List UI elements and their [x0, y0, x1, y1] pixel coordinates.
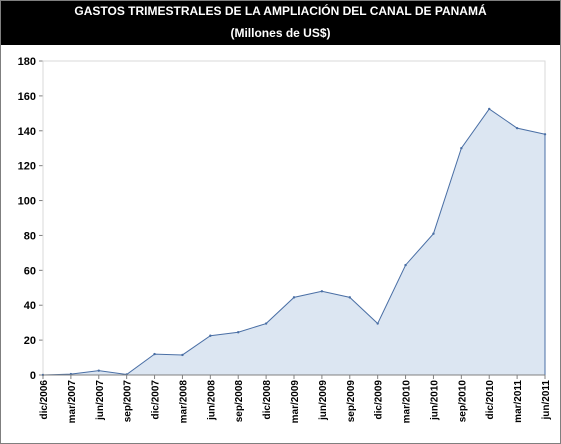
- y-tick-label: 0: [30, 370, 36, 382]
- y-tick-label: 60: [24, 265, 36, 277]
- x-tick-label: mar/2007: [67, 380, 78, 424]
- y-tick-label: 100: [18, 196, 36, 208]
- y-tick-label: 120: [18, 161, 36, 173]
- data-point: [543, 133, 547, 136]
- x-tick-label: mar/2008: [178, 380, 189, 424]
- data-point: [292, 296, 296, 299]
- data-point: [460, 147, 463, 150]
- x-tick-label: dic/2006: [39, 380, 50, 420]
- x-tick-label: sep/2010: [457, 380, 468, 423]
- chart-subtitle: (Millones de US$): [230, 26, 331, 40]
- data-point: [488, 107, 491, 111]
- y-tick-label: 40: [24, 300, 36, 312]
- x-tick-label: dic/2009: [374, 380, 385, 420]
- x-tick-label: jun/2009: [318, 380, 329, 421]
- x-tick-label: dic/2007: [151, 380, 162, 420]
- data-point: [515, 126, 519, 130]
- x-tick-label: dic/2010: [485, 380, 496, 420]
- data-point: [348, 296, 351, 299]
- x-tick-label: dic/2008: [262, 380, 273, 420]
- data-point: [432, 232, 435, 235]
- y-tick-label: 20: [24, 335, 36, 347]
- data-point: [209, 334, 212, 337]
- data-point: [237, 331, 240, 334]
- x-tick-label: sep/2009: [346, 380, 357, 423]
- x-tick-label: jun/2010: [429, 380, 440, 421]
- data-point: [97, 369, 100, 372]
- y-tick-label: 140: [18, 126, 36, 138]
- title-band: GASTOS TRIMESTRALES DE LA AMPLIACIÓN DEL…: [1, 1, 560, 45]
- x-tick-label: mar/2009: [290, 380, 301, 424]
- y-tick-label: 80: [24, 230, 36, 242]
- data-point: [376, 322, 379, 325]
- y-axis: 0 20 40 60 80 100 120 140 160 180: [18, 56, 44, 382]
- x-tick-label: mar/2010: [402, 380, 413, 424]
- chart-title: GASTOS TRIMESTRALES DE LA AMPLIACIÓN DEL…: [74, 4, 487, 18]
- x-tick-label: jun/2011: [541, 380, 552, 421]
- data-point: [404, 263, 407, 267]
- x-tick-label: jun/2007: [95, 380, 106, 421]
- x-axis: dic/2006 mar/2007 jun/2007 sep/2007 dic/2007…: [39, 374, 552, 424]
- y-tick-label: 180: [18, 56, 36, 68]
- plot-area: [41, 60, 547, 377]
- x-tick-label: jun/2008: [206, 380, 217, 421]
- data-point: [264, 322, 268, 325]
- x-tick-label: mar/2011: [513, 380, 524, 423]
- data-point: [320, 290, 324, 293]
- y-tick-label: 160: [18, 91, 36, 103]
- x-tick-label: sep/2007: [123, 380, 134, 423]
- data-point: [181, 353, 184, 357]
- data-point: [153, 352, 156, 356]
- area-fill: [43, 108, 545, 375]
- x-tick-label: sep/2008: [234, 380, 245, 423]
